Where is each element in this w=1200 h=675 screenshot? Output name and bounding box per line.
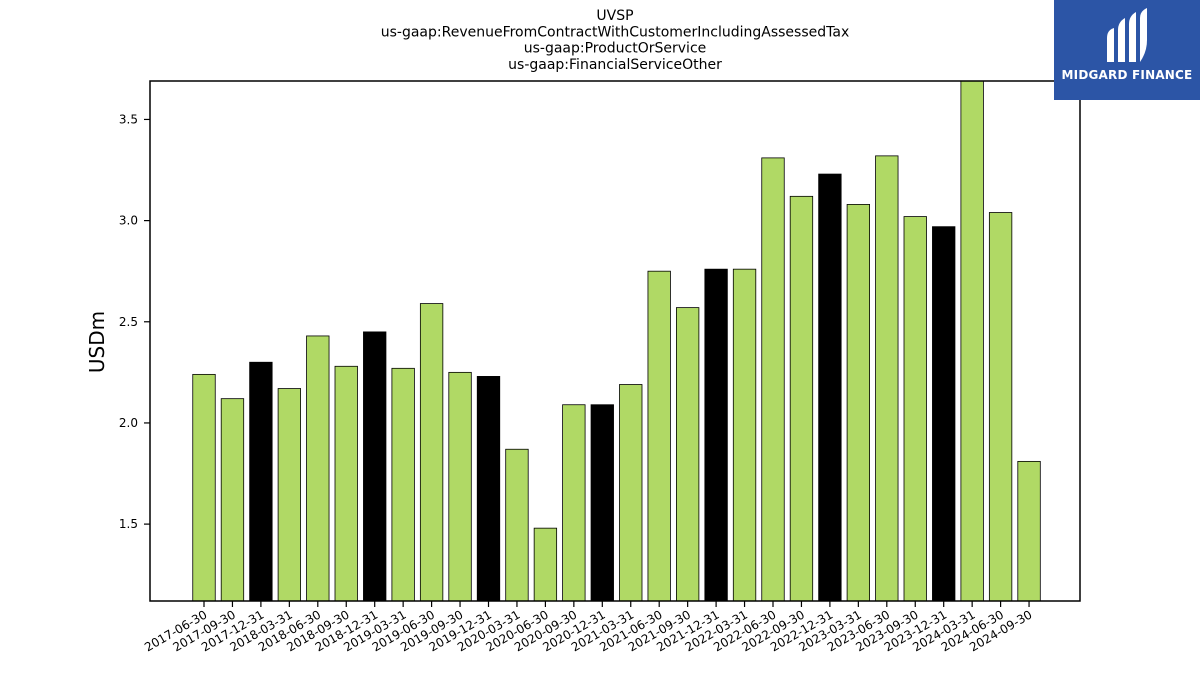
bar bbox=[334, 365, 358, 602]
bar bbox=[1017, 460, 1041, 602]
bar bbox=[732, 268, 757, 602]
y-tick-label: 2.5 bbox=[119, 315, 138, 329]
bar bbox=[818, 173, 842, 602]
bar bbox=[761, 157, 785, 602]
bar bbox=[875, 155, 899, 602]
y-tick-label: 3.5 bbox=[119, 112, 138, 126]
y-tick-label: 2.0 bbox=[119, 416, 138, 430]
chart-title-line: us-gaap:FinancialServiceOther bbox=[508, 57, 722, 73]
bar bbox=[505, 448, 529, 602]
bar bbox=[647, 270, 671, 602]
y-tick-label: 3.0 bbox=[119, 214, 138, 228]
bar bbox=[590, 404, 614, 602]
bar bbox=[619, 384, 643, 602]
bar bbox=[960, 80, 984, 602]
bar bbox=[533, 527, 558, 602]
bar bbox=[932, 226, 956, 602]
bars bbox=[192, 80, 1041, 602]
chart-title: UVSPus-gaap:RevenueFromContractWithCusto… bbox=[381, 8, 850, 73]
bar bbox=[220, 398, 245, 602]
bar bbox=[306, 335, 330, 602]
bar bbox=[419, 303, 444, 602]
midgard-finance-logo: MIDGARD FINANCE bbox=[1054, 0, 1200, 100]
bar bbox=[476, 376, 501, 602]
bar bbox=[903, 216, 927, 602]
y-tick-label: 1.5 bbox=[119, 517, 138, 531]
bar bbox=[448, 371, 472, 602]
bar bbox=[988, 212, 1013, 602]
logo-mark-icon bbox=[1107, 8, 1147, 62]
y-axis-label: USDm bbox=[85, 311, 109, 373]
x-axis: 2017-06-302017-09-302017-12-312018-03-31… bbox=[142, 601, 1035, 654]
bar bbox=[391, 367, 415, 602]
bar bbox=[192, 373, 216, 602]
bar bbox=[789, 195, 814, 602]
y-axis: 1.5 2.0 2.5 3.0 3.5 bbox=[119, 112, 150, 531]
bar bbox=[704, 268, 728, 602]
plot-frame bbox=[149, 80, 1081, 602]
chart-title-line: us-gaap:RevenueFromContractWithCustomerI… bbox=[381, 24, 850, 40]
bar bbox=[363, 331, 387, 602]
chart-title-line: us-gaap:ProductOrService bbox=[524, 41, 707, 57]
logo-text: MIDGARD FINANCE bbox=[1061, 68, 1193, 82]
bar bbox=[846, 204, 870, 602]
chart-title-line: UVSP bbox=[596, 8, 633, 24]
bar bbox=[277, 388, 302, 602]
bar bbox=[249, 361, 273, 602]
bar bbox=[676, 307, 700, 602]
bar bbox=[562, 404, 586, 602]
